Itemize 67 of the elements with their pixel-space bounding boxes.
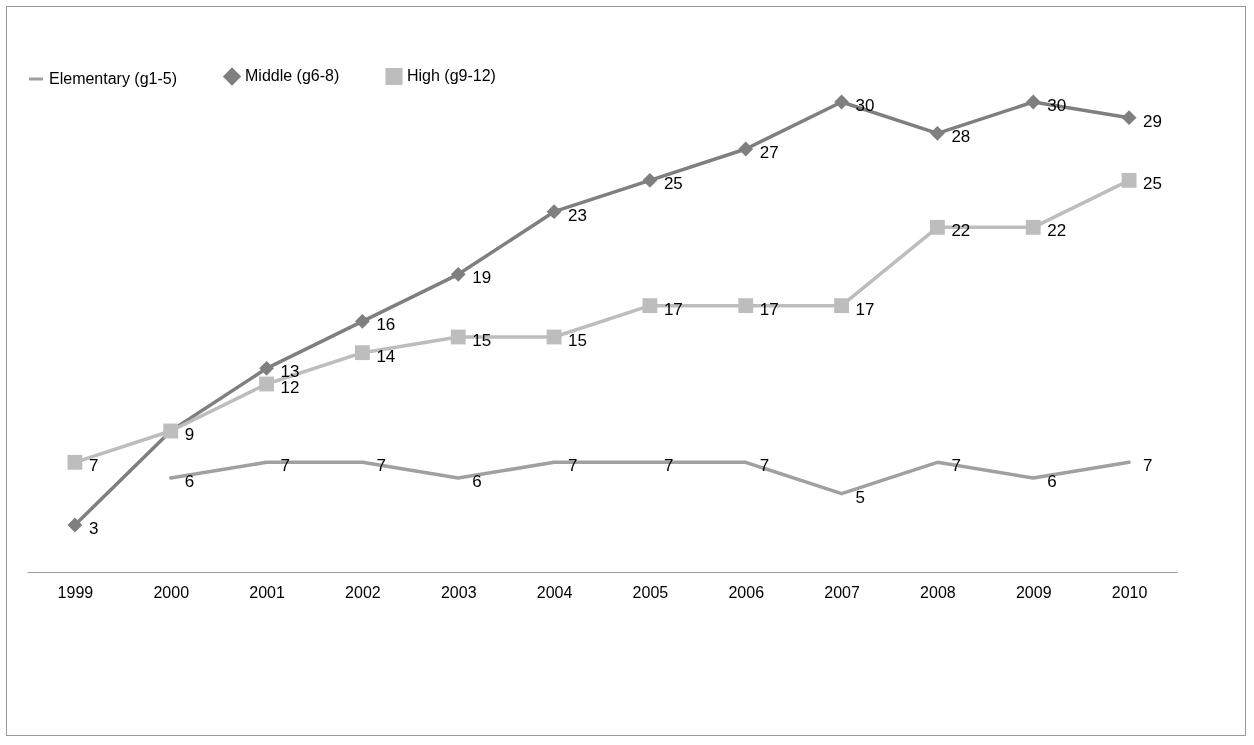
point	[67, 517, 83, 533]
point	[834, 298, 849, 314]
x-tick-label: 2005	[632, 583, 669, 601]
data-label: 7	[568, 456, 578, 476]
data-label: 25	[1143, 174, 1163, 194]
data-label: 30	[1047, 96, 1067, 115]
data-label: 6	[1047, 472, 1057, 491]
data-label: 7	[1143, 456, 1153, 476]
point	[930, 125, 945, 141]
data-label: 14	[376, 346, 396, 366]
data-label: 17	[855, 299, 875, 319]
data-label: 15	[472, 331, 492, 350]
point	[1121, 110, 1137, 126]
x-tick-label: 2002	[345, 583, 381, 601]
data-label: 7	[663, 456, 674, 476]
data-label: 5	[855, 487, 866, 507]
point	[1025, 219, 1041, 235]
point	[355, 345, 370, 361]
legend-label: High (g9-12)	[407, 67, 496, 85]
x-tick-label: 2000	[153, 583, 190, 601]
data-label: 28	[951, 127, 971, 147]
data-label: 30	[855, 96, 875, 115]
x-tick-label: 2004	[536, 583, 573, 601]
point	[67, 454, 83, 470]
point	[355, 313, 370, 329]
point	[738, 298, 754, 314]
data-label: 23	[568, 205, 588, 225]
data-label: 3	[88, 519, 99, 538]
point	[1025, 94, 1041, 110]
data-label: 6	[184, 472, 195, 491]
point	[1121, 172, 1137, 188]
point	[738, 141, 754, 157]
x-tick-label: 2007	[824, 583, 860, 601]
x-tick-label: 2001	[249, 583, 285, 601]
data-label: 25	[663, 174, 683, 194]
data-label: 22	[951, 221, 971, 241]
data-label: 7	[280, 456, 291, 476]
x-tick-label: 2008	[920, 583, 956, 601]
data-label: 7	[951, 456, 961, 476]
point	[546, 204, 562, 220]
point	[450, 329, 466, 345]
x-tick-label: 2006	[728, 583, 765, 601]
data-label: 27	[759, 143, 779, 162]
data-label: 7	[759, 456, 770, 476]
data-label: 15	[568, 331, 588, 350]
point	[642, 298, 658, 314]
data-label: 22	[1047, 221, 1067, 241]
x-tick-label: 2009	[1015, 583, 1052, 601]
x-tick-label: 1999	[57, 583, 94, 601]
legend-label: Middle (g6-8)	[245, 67, 340, 85]
point	[450, 266, 466, 282]
data-label: 6	[472, 472, 482, 491]
data-label: 17	[663, 299, 683, 319]
point	[642, 172, 658, 188]
data-label: 19	[472, 268, 492, 288]
data-label: 16	[376, 315, 396, 335]
point	[259, 360, 274, 376]
x-tick-label: 2010	[1111, 583, 1148, 601]
data-label: 7	[88, 456, 99, 476]
data-label: 9	[184, 425, 195, 444]
x-tick-label: 2003	[440, 583, 477, 601]
legend-label: Elementary (g1-5)	[49, 70, 178, 87]
point	[259, 376, 274, 392]
data-label: 17	[759, 299, 779, 319]
data-label: 7	[376, 456, 386, 476]
point	[930, 219, 945, 235]
data-label: 29	[1143, 111, 1163, 131]
